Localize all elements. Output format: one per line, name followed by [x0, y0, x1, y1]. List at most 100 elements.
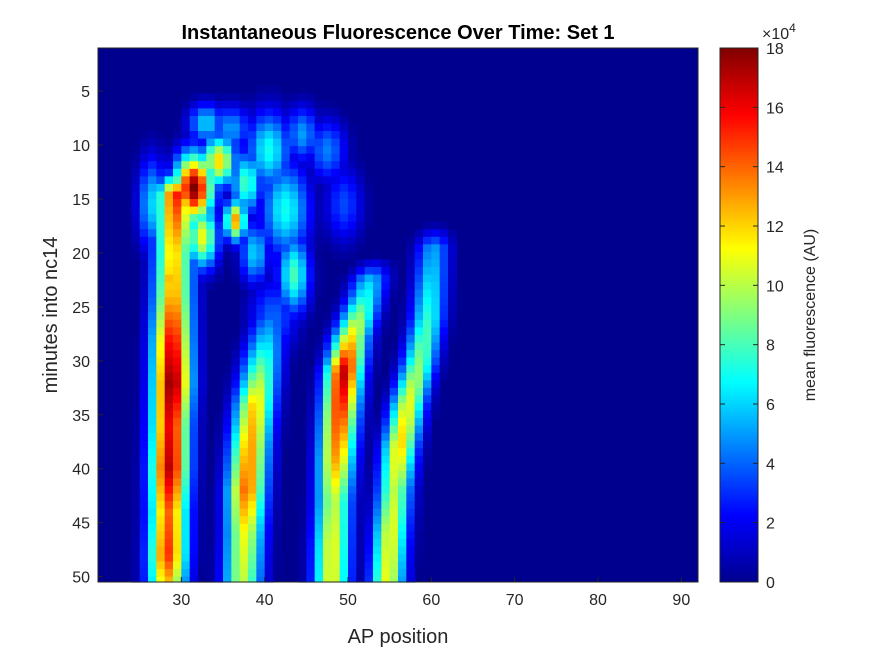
heatmap-cell	[273, 312, 282, 321]
heatmap-cell	[131, 161, 141, 170]
heatmap-cell	[331, 123, 341, 132]
heatmap-cell	[189, 206, 199, 215]
heatmap-cell	[206, 176, 216, 185]
heatmap-cell	[264, 531, 274, 540]
heatmap-cell	[439, 334, 449, 344]
heatmap-cell	[373, 553, 382, 563]
heatmap-cell	[139, 455, 149, 464]
heatmap-cell	[398, 440, 407, 449]
heatmap-cell	[406, 342, 416, 351]
heatmap-cell	[181, 115, 191, 125]
heatmap-cell	[231, 516, 241, 525]
heatmap-cell	[431, 365, 441, 374]
heatmap-cell	[164, 221, 174, 230]
heatmap-cell	[281, 236, 291, 245]
heatmap-cell	[181, 244, 191, 253]
heatmap-cell	[298, 297, 307, 306]
heatmap-cell	[298, 206, 307, 215]
heatmap-cell	[198, 304, 207, 313]
heatmap-cell	[281, 395, 291, 404]
heatmap-cell	[256, 289, 266, 298]
heatmap-cell	[373, 357, 382, 366]
heatmap-cell	[306, 206, 316, 215]
heatmap-cell	[423, 448, 432, 457]
heatmap-cell	[214, 546, 224, 555]
heatmap-cell	[323, 123, 332, 132]
heatmap-cell	[198, 236, 207, 245]
heatmap-cell	[406, 402, 416, 412]
heatmap-cell	[248, 304, 257, 313]
heatmap-cell	[273, 123, 282, 132]
heatmap-cell	[331, 448, 341, 457]
heatmap-cell	[414, 485, 424, 495]
heatmap-cell	[139, 508, 149, 517]
heatmap-cell	[348, 576, 357, 583]
heatmap-cell	[423, 410, 432, 419]
heatmap-cell	[448, 312, 457, 321]
heatmap-cell	[239, 523, 249, 532]
heatmap-cell	[264, 206, 274, 215]
heatmap-cell	[239, 478, 249, 487]
heatmap-cell	[364, 183, 374, 193]
heatmap-cell	[198, 93, 207, 102]
heatmap-cell	[156, 199, 166, 208]
y-axis-label: minutes into nc14	[40, 237, 62, 394]
heatmap-cell	[139, 478, 149, 487]
heatmap-cell	[364, 297, 374, 306]
heatmap-cell	[414, 342, 424, 351]
heatmap-cell	[248, 131, 257, 140]
heatmap-cell	[256, 470, 266, 480]
heatmap-cell	[164, 304, 174, 313]
colorbar-tick-label: 6	[766, 397, 775, 414]
heatmap-cell	[256, 266, 266, 276]
heatmap-cell	[156, 236, 166, 245]
heatmap-cell	[323, 508, 332, 517]
heatmap-cell	[131, 402, 141, 412]
heatmap-cell	[223, 576, 232, 583]
heatmap-cell	[381, 282, 391, 291]
heatmap-cell	[373, 463, 382, 472]
heatmap-cell	[139, 334, 149, 344]
heatmap-cell	[364, 448, 374, 457]
heatmap-cell	[148, 350, 157, 359]
heatmap-cell	[323, 161, 332, 170]
heatmap-cell	[423, 350, 432, 359]
heatmap-cell	[364, 266, 374, 276]
heatmap-cell	[214, 183, 224, 193]
heatmap-cell	[406, 244, 416, 253]
heatmap-cell	[131, 221, 141, 230]
heatmap-cell	[323, 455, 332, 464]
heatmap-cell	[181, 425, 191, 434]
heatmap-cell	[131, 387, 141, 396]
heatmap-cell	[239, 229, 249, 238]
heatmap-cell	[306, 433, 316, 442]
heatmap-cell	[364, 410, 374, 419]
heatmap-cell	[281, 433, 291, 442]
heatmap-cell	[214, 485, 224, 495]
heatmap-cell	[181, 455, 191, 464]
heatmap-cell	[348, 569, 357, 578]
heatmap-cell	[189, 236, 199, 245]
heatmap-cell	[314, 168, 324, 177]
heatmap-cell	[156, 161, 166, 170]
heatmap-cell	[289, 312, 299, 321]
heatmap-cell	[189, 108, 199, 117]
heatmap-cell	[314, 289, 324, 298]
heatmap-cell	[439, 327, 449, 336]
heatmap-cell	[231, 372, 241, 381]
heatmap-cell	[373, 312, 382, 321]
heatmap-cell	[331, 199, 341, 208]
heatmap-cell	[156, 561, 166, 570]
heatmap-cell	[323, 576, 332, 583]
heatmap-cell	[206, 576, 216, 583]
heatmap-cell	[139, 440, 149, 449]
heatmap-cell	[448, 282, 457, 291]
heatmap-cell	[256, 327, 266, 336]
heatmap-cell	[214, 463, 224, 472]
heatmap-cell	[164, 342, 174, 351]
heatmap-cell	[181, 289, 191, 298]
heatmap-cell	[331, 357, 341, 366]
heatmap-cell	[348, 531, 357, 540]
heatmap-cell	[314, 508, 324, 517]
heatmap-cell	[348, 455, 357, 464]
